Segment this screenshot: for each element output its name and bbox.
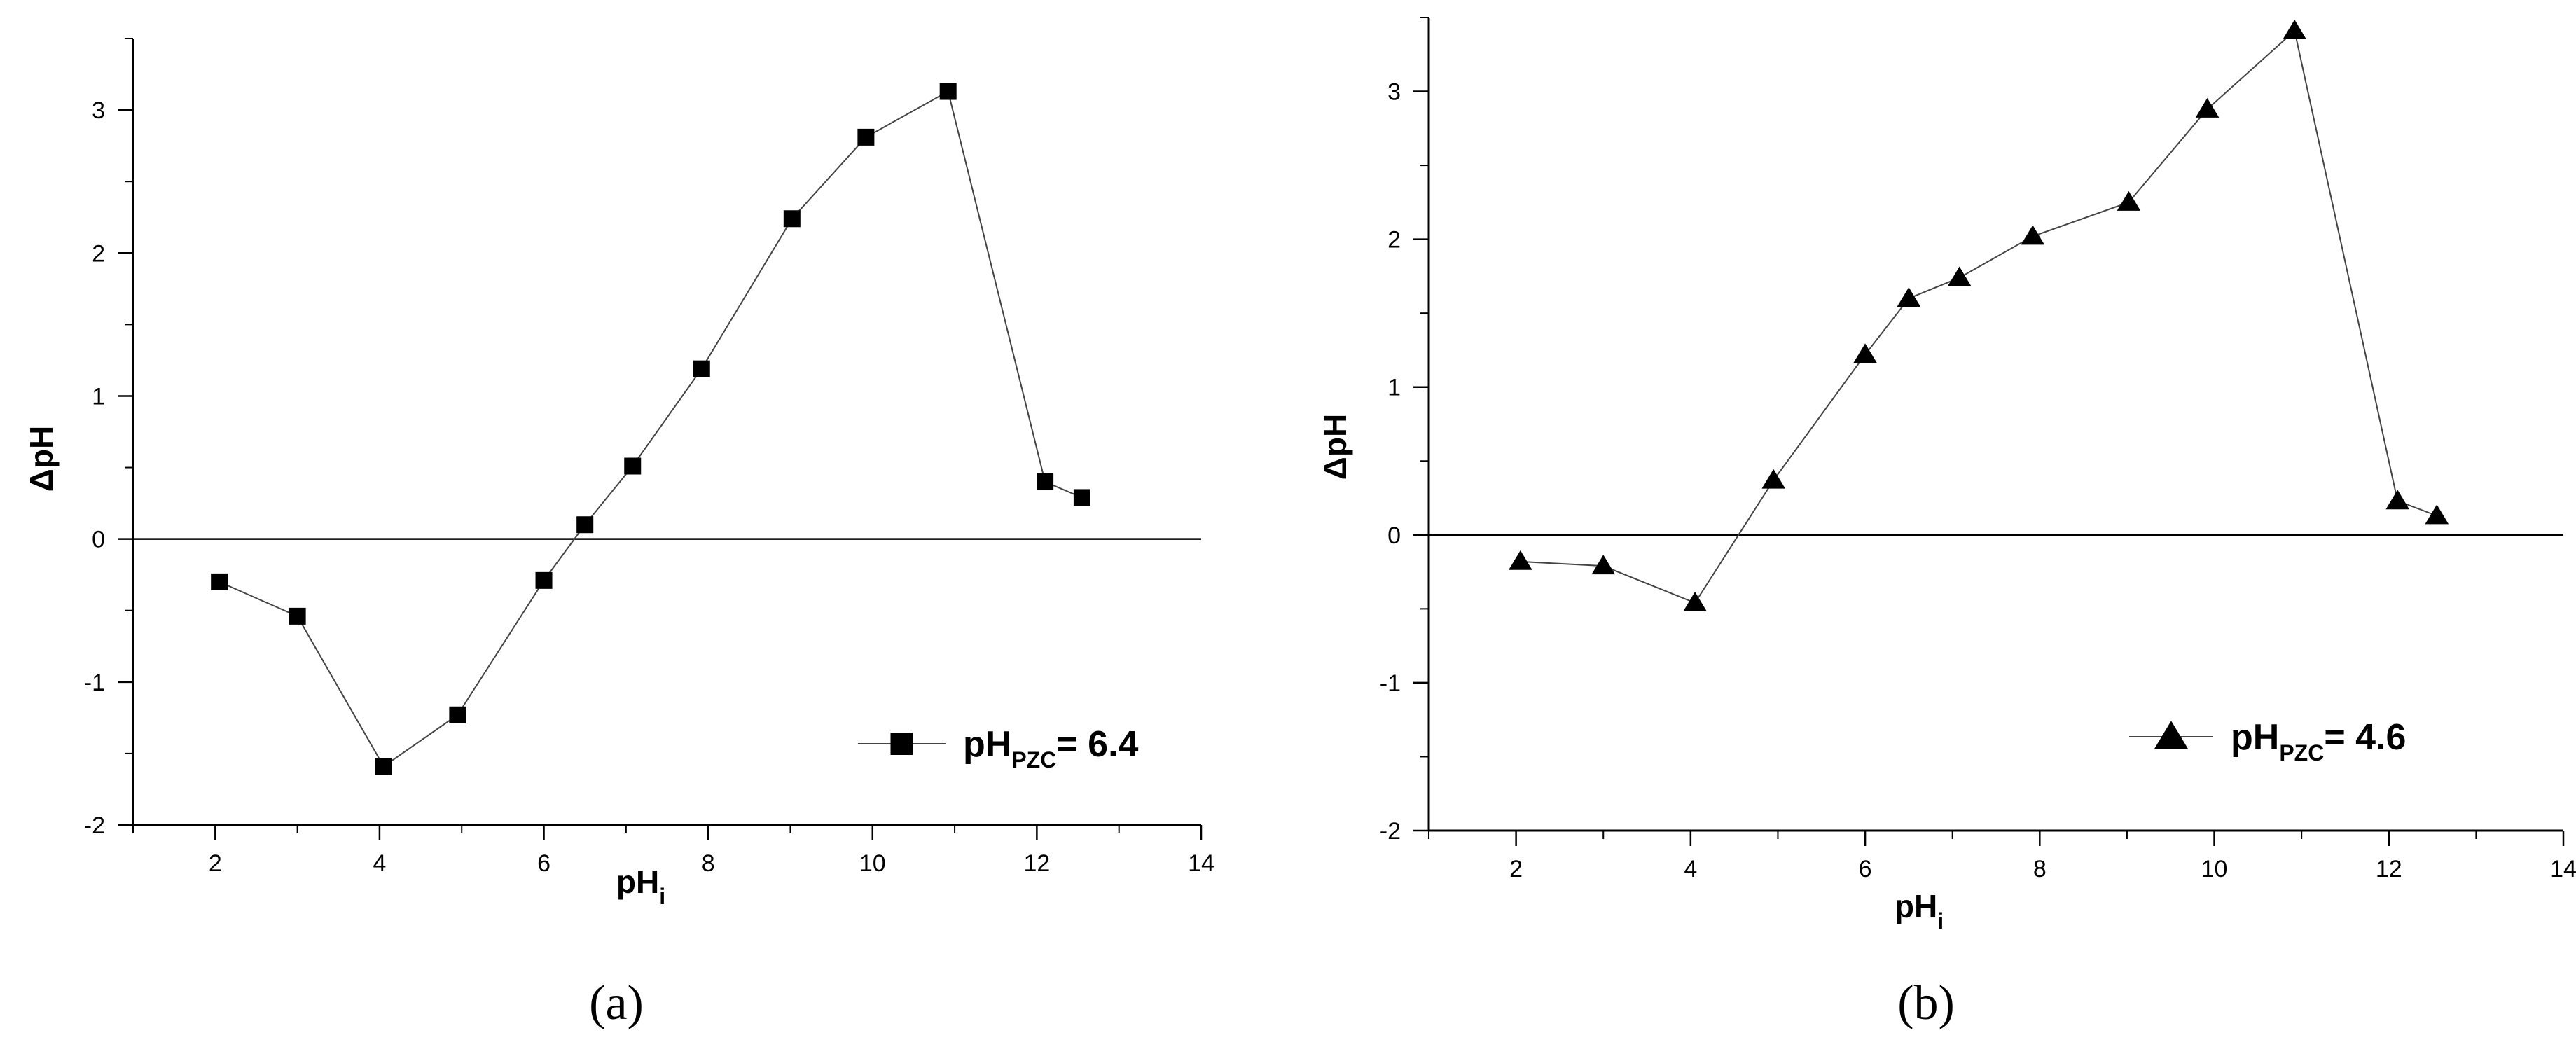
series-line xyxy=(219,90,1083,768)
data-point xyxy=(783,210,801,228)
data-point xyxy=(1853,343,1877,363)
data-point xyxy=(1591,555,1616,575)
x-tick-label: 4 xyxy=(1684,856,1697,882)
data-point xyxy=(1073,489,1090,506)
data-point xyxy=(1897,287,1921,307)
y-tick-label: -1 xyxy=(1380,670,1401,697)
y-tick-label: 3 xyxy=(92,97,105,124)
data-point xyxy=(576,516,594,534)
y-axis-title: ΔpH xyxy=(23,426,60,492)
y-tick-label: 2 xyxy=(1387,227,1401,254)
data-point xyxy=(2283,20,2306,39)
y-tick-label: -2 xyxy=(1380,818,1401,845)
legend-label-value: = 6.4 xyxy=(1056,724,1138,765)
x-tick-label: 8 xyxy=(702,850,715,877)
x-tick-label: 6 xyxy=(537,850,550,877)
data-point xyxy=(2021,225,2045,245)
data-point xyxy=(289,607,306,625)
data-point xyxy=(2425,504,2449,525)
x-tick-label: 2 xyxy=(209,850,222,877)
legend-marker xyxy=(890,733,913,755)
data-point xyxy=(693,360,710,377)
y-tick-label: -1 xyxy=(84,670,105,696)
data-point xyxy=(939,83,957,100)
x-tick-label: 12 xyxy=(2376,856,2402,882)
data-point xyxy=(1037,473,1054,490)
y-tick-label: 3 xyxy=(1387,79,1401,106)
data-point xyxy=(857,128,875,146)
y-tick-label: 2 xyxy=(92,240,105,267)
data-point xyxy=(2117,190,2141,211)
y-tick-label: 0 xyxy=(92,527,105,553)
y-tick-label: 0 xyxy=(1387,522,1401,549)
data-point xyxy=(624,457,642,475)
data-point xyxy=(375,758,392,775)
x-axis-title: pHi xyxy=(616,864,665,909)
x-axis-title-main: pH xyxy=(1895,888,1937,924)
legend-label-subscript: PZC xyxy=(1011,747,1056,772)
data-point xyxy=(211,573,228,590)
x-tick-label: 14 xyxy=(2550,856,2576,882)
x-tick-label: 8 xyxy=(2033,856,2047,882)
data-point xyxy=(1509,550,1532,570)
legend-label-main: pH xyxy=(963,724,1011,765)
x-axis-title: pHi xyxy=(1895,888,1944,934)
y-axis-title: ΔpH xyxy=(1317,414,1353,480)
legend-marker xyxy=(2154,721,2188,749)
legend-label: pHPZC= 4.6 xyxy=(2231,717,2406,765)
x-axis-title-subscript: i xyxy=(1937,908,1944,934)
data-point xyxy=(2195,97,2220,118)
data-point xyxy=(1683,591,1707,611)
data-point xyxy=(535,571,553,589)
legend-label-subscript: PZC xyxy=(2279,740,2324,765)
legend-label-value: = 4.6 xyxy=(2324,717,2406,758)
x-tick-label: 10 xyxy=(2201,856,2228,882)
x-tick-label: 10 xyxy=(859,850,886,877)
x-tick-label: 14 xyxy=(1188,850,1214,877)
y-tick-label: 1 xyxy=(92,383,105,410)
panel-label-a: (a) xyxy=(589,976,644,1030)
x-tick-label: 2 xyxy=(1509,856,1523,882)
data-point xyxy=(2385,490,2410,510)
legend-label: pHPZC= 6.4 xyxy=(963,724,1139,772)
legend-label-main: pH xyxy=(2231,717,2279,758)
data-point xyxy=(1947,266,1972,286)
x-axis-title-main: pH xyxy=(616,864,659,900)
x-axis-title-subscript: i xyxy=(659,884,665,909)
panel-label-b: (b) xyxy=(1897,976,1955,1030)
x-tick-label: 4 xyxy=(373,850,386,877)
y-tick-label: -2 xyxy=(84,812,105,839)
data-point xyxy=(449,706,466,723)
y-tick-label: 1 xyxy=(1387,375,1401,401)
series-line xyxy=(1520,29,2437,604)
x-tick-label: 6 xyxy=(1859,856,1872,882)
data-point xyxy=(1761,469,1786,489)
x-tick-label: 12 xyxy=(1023,850,1050,877)
